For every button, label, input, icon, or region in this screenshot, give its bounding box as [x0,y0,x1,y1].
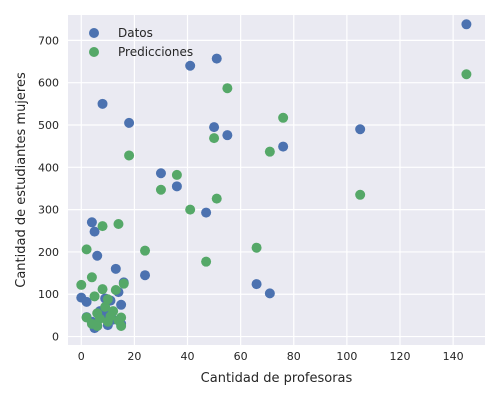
predicciones-point [171,169,182,180]
predicciones-point [278,112,289,123]
predicciones-point [201,256,212,267]
x-tick-label: 100 [336,350,357,363]
predicciones-point [155,184,166,195]
x-tick-label: 0 [78,350,85,363]
y-tick-labels: 0 100 200 300 400 500 600 700 [38,34,59,343]
predicciones-point [105,311,116,322]
y-axis-label: Cantidad de estudiantes mujeres [14,72,29,288]
datos-point [251,279,262,290]
grid-lines [68,15,485,345]
predicciones-point [251,242,262,253]
datos-point [116,299,127,310]
predicciones-point [97,221,108,232]
x-tick-labels: 0 20 40 60 80 100 120 140 [78,350,464,363]
predicciones-point [118,278,129,289]
predicciones-point [116,312,127,323]
datos-point [86,217,97,228]
datos-point [140,270,151,281]
predicciones-point [116,320,127,331]
legend-label-datos: Datos [118,26,153,40]
x-tick-label: 120 [390,350,411,363]
datos-point [201,207,212,218]
predicciones-point [211,193,222,204]
datos-point [155,168,166,179]
predicciones-point [185,204,196,215]
legend-marker-predicciones [89,47,99,57]
datos-point [110,263,121,274]
legend: Datos Predicciones [89,26,193,59]
datos-point [264,288,275,299]
datos-point [81,296,92,307]
x-tick-label: 40 [181,350,195,363]
y-tick-label: 100 [38,288,59,301]
datos-point [92,250,103,261]
y-tick-label: 400 [38,161,59,174]
data-points [76,19,472,334]
x-tick-label: 80 [287,350,301,363]
predicciones-point [86,272,97,283]
legend-marker-datos [89,28,99,38]
datos-point [355,124,366,135]
datos-point [278,141,289,152]
y-tick-label: 0 [52,331,59,344]
predicciones-point [97,284,108,295]
predicciones-point [461,69,472,80]
x-tick-label: 60 [234,350,248,363]
datos-point [124,117,135,128]
predicciones-point [113,219,124,229]
datos-point [222,130,233,141]
datos-point [209,122,220,133]
legend-label-predicciones: Predicciones [118,45,193,59]
y-tick-label: 500 [38,119,59,132]
datos-point [461,19,472,30]
y-tick-label: 700 [38,34,59,47]
x-tick-label: 20 [127,350,141,363]
datos-point [89,226,100,237]
datos-point [211,53,222,64]
predicciones-point [102,294,113,305]
predicciones-point [124,150,135,161]
x-tick-label: 140 [443,350,464,363]
predicciones-point [100,301,111,312]
predicciones-point [209,133,220,144]
predicciones-point [355,189,366,200]
predicciones-point [140,245,151,256]
datos-point [185,60,196,71]
predicciones-point [264,146,275,157]
predicciones-point [81,244,92,255]
y-tick-label: 200 [38,246,59,259]
y-tick-label: 300 [38,204,59,217]
predicciones-point [76,279,87,290]
predicciones-point [222,83,233,94]
plot-area [68,15,485,345]
y-tick-label: 600 [38,77,59,90]
datos-point [171,181,182,192]
x-axis-label: Cantidad de profesoras [201,371,353,386]
predicciones-point [110,285,121,295]
datos-point [97,98,108,109]
predicciones-point [89,291,100,302]
predicciones-point [86,318,97,329]
